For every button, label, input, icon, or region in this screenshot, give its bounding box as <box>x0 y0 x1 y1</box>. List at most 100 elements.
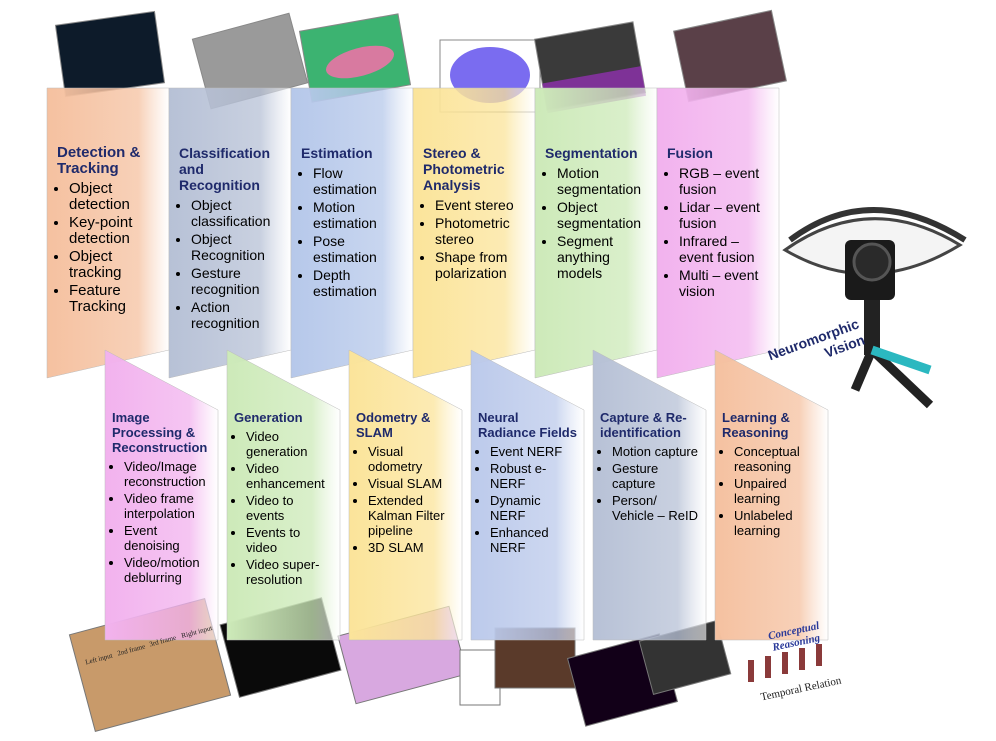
figure <box>765 656 771 678</box>
list-item: Object tracking <box>69 249 162 281</box>
list-item: Photometric stereo <box>435 215 528 247</box>
panel-text: Classification and RecognitionObject cla… <box>179 145 284 333</box>
panel-text: Detection & Tracking Object detectionKey-… <box>57 145 162 317</box>
list-item: Object segmentation <box>557 199 650 231</box>
list-item: Events to video <box>246 525 334 555</box>
list-item: Shape from polarization <box>435 249 528 281</box>
panel-title: Capture & Re-identification <box>600 410 687 440</box>
list-item: Object Recognition <box>191 231 284 263</box>
panel <box>592 349 707 641</box>
thumbnail <box>54 10 166 98</box>
figure <box>748 660 754 682</box>
panel-title: Estimation <box>301 145 373 161</box>
item-list: RGB – event fusionLidar – event fusionIn… <box>667 165 772 299</box>
list-item: Video generation <box>246 429 334 459</box>
camera-stem <box>864 300 880 355</box>
list-item: Video to events <box>246 493 334 523</box>
figure <box>816 644 822 666</box>
panel-text: Generation Video generationVideo enhancem… <box>234 410 334 589</box>
list-item: Key-point detection <box>69 215 162 247</box>
panel-title: Generation <box>234 410 303 425</box>
list-item: Segment anything models <box>557 233 650 281</box>
item-list: Event NERF Robust e-NERFDynamic NERFEnhan… <box>478 444 578 555</box>
list-item: Video frame interpolation <box>124 491 212 521</box>
tripod-leg <box>870 345 932 375</box>
list-item: Robust e-NERF <box>490 461 578 491</box>
panel-text: Odometry & SLAM Visual odometry Visual SLA… <box>356 410 456 557</box>
list-item: Gesture capture <box>612 461 700 491</box>
list-item: Action recognition <box>191 299 284 331</box>
panel-text: Estimation Flow estimationMotion estimati… <box>301 145 406 301</box>
list-item: Depth estimation <box>313 267 406 299</box>
item-list: Video generationVideo enhancementVideo t… <box>234 429 334 587</box>
panel-text: Capture & Re-identification Motion captur… <box>600 410 700 525</box>
panel-text: Neural Radiance Fields Event NERF Robust e… <box>478 410 578 557</box>
list-item: Object classification <box>191 197 284 229</box>
panel <box>714 349 829 641</box>
list-item: Extended Kalman Filter pipeline <box>368 493 456 538</box>
panel-title: Fusion <box>667 145 713 161</box>
list-item: Event stereo <box>435 197 528 213</box>
item-list: Motion segmentationObject segmentationSe… <box>545 165 650 281</box>
list-item: Video enhancement <box>246 461 334 491</box>
panel <box>226 349 341 641</box>
panel <box>656 87 780 379</box>
item-list: Flow estimationMotion estimationPose est… <box>301 165 406 299</box>
hand <box>325 45 395 79</box>
panel <box>470 349 585 641</box>
panel-text: Segmentation Motion segmentationObject se… <box>545 145 650 283</box>
list-item: Video/Image reconstruction <box>124 459 212 489</box>
list-item: Person/ Vehicle – ReID <box>612 493 700 523</box>
thumbnail <box>459 649 501 706</box>
panel <box>104 349 219 641</box>
list-item: Motion capture <box>612 444 700 459</box>
list-item: Unpaired learning <box>734 476 822 506</box>
list-item: Feature Tracking <box>69 283 162 315</box>
eyelash <box>788 207 967 243</box>
item-list: Conceptual reasoningUnpaired learningUnl… <box>722 444 822 538</box>
panel-title: Stereo & Photometric Analysis <box>423 145 505 193</box>
item-list: Object classificationObject RecognitionG… <box>179 197 284 331</box>
list-item: Event denoising <box>124 523 212 553</box>
panel <box>348 349 463 641</box>
list-item: Enhanced NERF <box>490 525 578 555</box>
camera-lens <box>852 242 892 282</box>
list-item: Multi – event vision <box>679 267 772 299</box>
panel-text: Fusion RGB – event fusionLidar – event fu… <box>667 145 772 301</box>
item-list: Motion capture Gesture capturePerson/ Veh… <box>600 444 700 523</box>
list-item: Visual odometry <box>368 444 456 474</box>
list-item: Video super-resolution <box>246 557 334 587</box>
list-item: Event NERF <box>490 444 578 459</box>
list-item: RGB – event fusion <box>679 165 772 197</box>
panel-title: Learning & Reasoning <box>722 410 790 440</box>
item-list: Video/Image reconstructionVideo frame in… <box>112 459 212 585</box>
list-item: Object detection <box>69 181 162 213</box>
panel-title: Neural Radiance Fields <box>478 410 577 440</box>
panel-title: Segmentation <box>545 145 638 161</box>
tripod-leg <box>868 346 934 409</box>
panel-title: Detection & Tracking <box>57 144 141 177</box>
figure <box>782 652 788 674</box>
panel-text: Learning & Reasoning Conceptual reasoning… <box>722 410 822 540</box>
list-item: Visual SLAM <box>368 476 456 491</box>
panel-text: Image Processing & ReconstructionVideo/I… <box>112 410 212 587</box>
list-item: Motion segmentation <box>557 165 650 197</box>
list-item: Pose estimation <box>313 233 406 265</box>
item-list: Event stereo Photometric stereoShape from… <box>423 197 528 281</box>
list-item: Conceptual reasoning <box>734 444 822 474</box>
list-item: Video/motion deblurring <box>124 555 212 585</box>
list-item: Lidar – event fusion <box>679 199 772 231</box>
tripod-leg <box>850 348 877 392</box>
list-item: Unlabeled learning <box>734 508 822 538</box>
list-item: Dynamic NERF <box>490 493 578 523</box>
item-list: Visual odometry Visual SLAM Extended Kalma… <box>356 444 456 555</box>
list-item: 3D SLAM <box>368 540 456 555</box>
list-item: Flow estimation <box>313 165 406 197</box>
panel-title: Image Processing & Reconstruction <box>112 410 208 455</box>
list-item: Motion estimation <box>313 199 406 231</box>
item-list: Object detectionKey-point detectionObjec… <box>57 181 162 315</box>
list-item: Infrared – event fusion <box>679 233 772 265</box>
figure <box>799 648 805 670</box>
